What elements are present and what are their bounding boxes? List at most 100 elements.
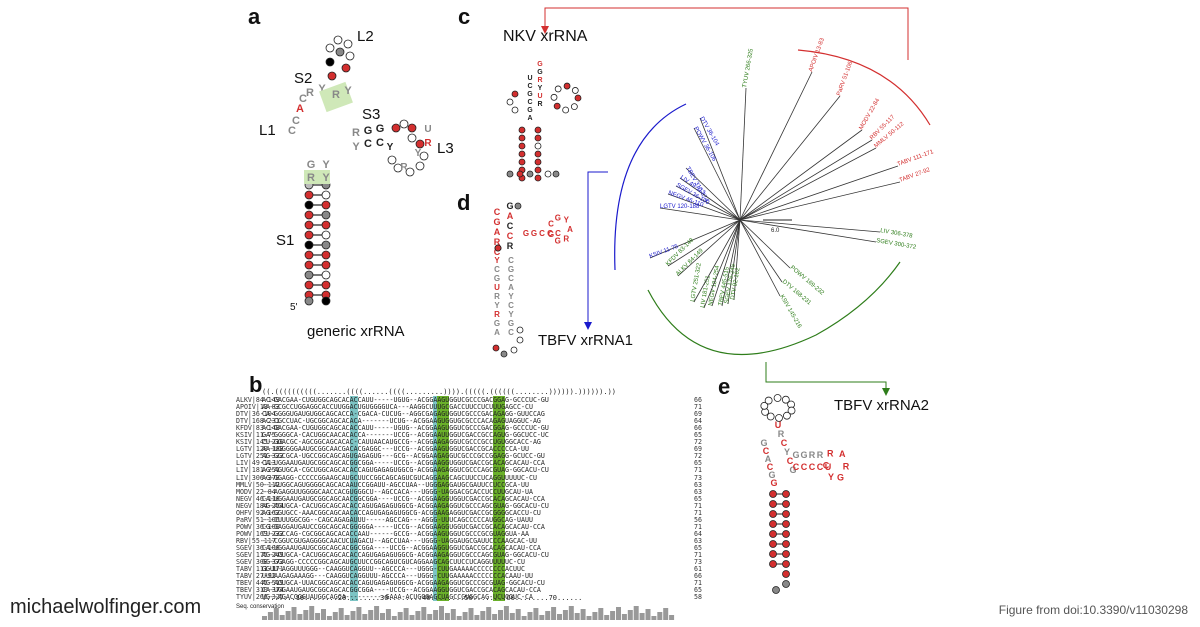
nucleotide	[304, 270, 314, 280]
alignment-row-name: APOIV|13-83	[236, 403, 280, 412]
tree-branch	[739, 95, 841, 221]
nucleotide	[321, 250, 331, 260]
tree-leaf-label: PaRV 51-106	[836, 60, 854, 96]
nucleotide-letter: C	[817, 462, 824, 472]
alignment-row-name: TBEV|445-515	[236, 579, 284, 588]
alignment-row-sequence: ---AGAGGUUGGGGCAACCACGUGGGCU--AGCCACA---…	[262, 487, 533, 496]
alignment-row-length: 65	[694, 459, 702, 468]
conservation-bar	[515, 609, 521, 620]
nucleotide-letter: C	[364, 138, 372, 150]
nucleotide-letter: R	[843, 461, 850, 471]
alignment-row-sequence: ---CGGUCGUGAGGGGCAACUCUAGACU--AGCCUAA---…	[262, 536, 537, 545]
nucleotide	[782, 530, 790, 538]
alignment-row-name: NEGV|184-254	[236, 501, 284, 510]
nucleotide	[506, 98, 514, 106]
nucleotide-letter: Y	[508, 310, 514, 319]
nucleotide-letter: A	[494, 328, 500, 337]
nucleotide	[769, 490, 777, 498]
conservation-bar	[421, 607, 427, 620]
nucleotide	[304, 200, 314, 210]
nucleotide-letter: C	[793, 462, 800, 472]
nucleotide-letter: G	[508, 265, 514, 274]
alignment-ruler: ........10........20........30........40…	[262, 594, 583, 602]
alignment-row-length: 73	[694, 558, 702, 567]
caption-tbfv-xrrna2: TBFV xrRNA2	[834, 397, 930, 414]
nucleotide-letter: U	[537, 93, 542, 100]
nucleotide	[321, 270, 331, 280]
caption-nkv-xrrna: NKV xrRNA	[503, 28, 588, 45]
nucleotide-letter: U	[424, 124, 431, 135]
alignment-row-name: POWV|36-106	[236, 522, 280, 531]
conservation-bar	[444, 613, 450, 620]
conservation-bar	[551, 607, 557, 620]
alignment-row-length: 63	[694, 480, 702, 489]
nucleotide	[321, 230, 331, 240]
nucleotide-letter: R	[494, 292, 500, 301]
alignment-row-sequence: AG-AGUGCA-CACUGGCAGCACACCAGUGAGAGUGGCG-A…	[262, 551, 549, 560]
conservation-bar	[557, 614, 562, 620]
conservation-bar	[380, 613, 385, 620]
nucleotide	[552, 170, 560, 178]
nucleotide	[325, 57, 335, 67]
tree-branch	[739, 219, 881, 233]
tree-branch	[699, 117, 741, 221]
nucleotide-letter: R	[494, 237, 501, 247]
conservation-bar	[427, 614, 433, 620]
nucleotide-letter: G	[527, 91, 533, 98]
tree-leaf-label: LGTV 120-188	[660, 204, 700, 210]
nucleotide	[345, 51, 355, 61]
label-l1: L1	[259, 122, 276, 139]
nucleotide	[534, 134, 542, 142]
nucleotide	[769, 540, 777, 548]
alignment-row-name: DTV|168-231	[236, 417, 280, 426]
nucleotide-letter: C	[508, 274, 514, 283]
nucleotide	[782, 500, 790, 508]
nucleotide-letter: R	[332, 89, 340, 101]
alignment-row-name: KFDV|83-148	[236, 424, 280, 433]
label-s3: S3	[362, 106, 381, 123]
nucleotide-letter: U	[527, 75, 532, 82]
nucleotide	[511, 90, 519, 98]
tree-leaf-label: SGEV 300-372	[876, 238, 917, 251]
nucleotide	[534, 150, 542, 158]
nucleotide	[782, 580, 790, 588]
nucleotide-letter: G	[800, 450, 807, 460]
alignment-row-sequence: GA-GGGGCA-CACUGGCAACACACCA-------UCCG--A…	[262, 431, 549, 440]
nucleotide	[304, 190, 314, 200]
conservation-bar	[486, 607, 492, 620]
alignment-row-sequence: CG-GAGGAUGAUCCGGCAGCACGGGGGA-----UCCG--A…	[262, 522, 545, 531]
brand-text: michaelwolfinger.com	[10, 596, 202, 618]
nucleotide	[321, 280, 331, 290]
tree-branch	[739, 147, 877, 221]
conservation-bar	[627, 610, 633, 620]
panel-label-d: d	[457, 190, 471, 215]
alignment-row-name: LGTV|251-322	[236, 452, 284, 461]
nucleotide-letter: A	[839, 449, 846, 459]
conservation-bar	[592, 612, 598, 620]
nucleotide	[304, 250, 314, 260]
nucleotide-letter: Y	[564, 216, 570, 225]
alignment-row-sequence: UUUAAGAGAAAGG---CAAGGUCAGGUUU-AGCCCA---U…	[262, 572, 533, 581]
alignment-row-length: 64	[694, 417, 702, 426]
alignment-row-name: TBEV|310-374	[236, 586, 284, 595]
panel-label-a: a	[248, 4, 261, 29]
nucleotide-letter: U	[494, 283, 500, 292]
nucleotide	[769, 560, 777, 568]
nucleotide-letter: G	[789, 465, 796, 475]
nucleotide-letter: G	[792, 450, 799, 460]
nucleotide	[782, 540, 790, 548]
nucleotide-letter: Y	[344, 85, 352, 97]
tree-branch	[739, 87, 747, 221]
nucleotide-letter: G	[760, 438, 767, 448]
alignment-row-name: PaRV|51-106	[236, 515, 280, 524]
nucleotide-letter: R	[809, 450, 816, 460]
nucleotide-letter: C	[801, 462, 808, 472]
nucleotide	[516, 170, 524, 178]
tree-branch	[739, 181, 901, 221]
nucleotide	[304, 260, 314, 270]
alignment-row-length: 56	[694, 515, 702, 524]
nucleotide-letter: C	[508, 328, 514, 337]
nucleotide	[554, 85, 562, 93]
conservation-bar	[262, 616, 267, 620]
alignment-row-sequence: ---AUGGCAGUGGGGCAGCACAAUCCGGAUU-AGCCUAA-…	[262, 480, 529, 489]
